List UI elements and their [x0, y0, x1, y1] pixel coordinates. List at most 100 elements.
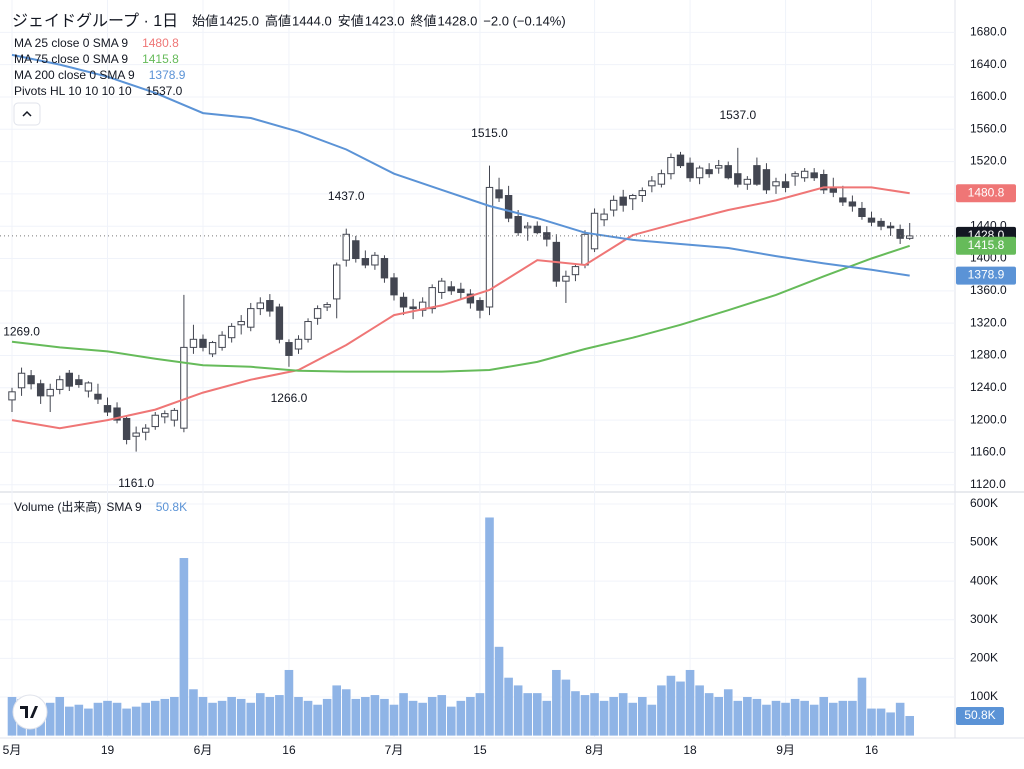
candle-body — [485, 186, 494, 308]
candle-body — [886, 225, 895, 229]
volume-bar — [332, 685, 341, 736]
candle-body — [619, 196, 627, 206]
candle-body — [218, 334, 226, 348]
volume-bar — [771, 700, 781, 736]
candle-body — [409, 306, 417, 310]
collapse-button-box[interactable] — [13, 102, 41, 126]
volume-bar — [198, 696, 208, 736]
volume-bar — [504, 677, 513, 736]
candle-body — [724, 165, 732, 179]
y-tick-label: 1360.0 — [970, 283, 1007, 297]
candle-body — [495, 189, 503, 199]
pivot-label: 1269.0 — [3, 325, 40, 339]
volume-bar — [752, 698, 762, 736]
volume-bar — [427, 696, 437, 736]
y-tick-label: 1680.0 — [970, 24, 1007, 38]
volume-bar — [895, 702, 905, 736]
volume-bar — [361, 696, 370, 736]
volume-bar — [838, 700, 848, 736]
ma-line — [11, 53, 910, 277]
x-tick-label: 16 — [282, 743, 296, 757]
ohlc-value: 1444.0 — [292, 13, 332, 28]
volume-bar — [217, 700, 227, 736]
volume-bar — [790, 698, 800, 736]
volume-bar — [437, 695, 447, 736]
ohlc-label: 始値 — [192, 13, 218, 28]
candle-body — [94, 393, 102, 400]
y-tick-label: 1600.0 — [970, 89, 1007, 103]
volume-bar — [638, 696, 647, 736]
candle-body — [457, 288, 465, 293]
volume-bar — [170, 696, 179, 736]
volume-bar — [494, 646, 504, 736]
candle-body — [294, 338, 303, 350]
volume-bar — [351, 698, 361, 736]
candle-body — [715, 165, 723, 169]
volume-bar — [580, 695, 590, 736]
pivot-label: 1161.0 — [118, 476, 154, 490]
candle-body — [533, 225, 541, 234]
volume-bar — [456, 700, 466, 736]
candle-body — [466, 293, 475, 304]
candle-body — [208, 342, 217, 355]
candle-body — [762, 169, 771, 191]
candle-body — [476, 300, 484, 311]
volume-bar — [886, 712, 895, 736]
candle-body — [275, 306, 284, 340]
candle-body — [848, 201, 857, 207]
candle-body — [122, 417, 131, 440]
candle-body — [113, 407, 121, 421]
collapse-button[interactable] — [13, 102, 41, 126]
volume-bar — [45, 702, 55, 736]
candle-body — [753, 165, 761, 185]
candle-body — [896, 228, 904, 239]
candle-body — [323, 304, 331, 308]
y-tick-label: 1160.0 — [970, 445, 1006, 459]
y-tick-label: 1240.0 — [970, 380, 1007, 394]
candle-body — [858, 207, 866, 218]
candle-body — [142, 427, 150, 433]
volume-bar — [628, 702, 638, 736]
volume-bar — [208, 702, 217, 736]
candle-body — [342, 233, 350, 261]
marks: 1269.0 1161.0 1266.0 1437.0 1515.0 1537.0 — [0, 53, 955, 736]
volume-bar — [313, 704, 322, 736]
y-tick-label: 500K — [970, 535, 998, 549]
legend-value: 1480.8 — [142, 36, 179, 50]
volume-bar — [666, 675, 676, 736]
candle-body — [791, 173, 799, 177]
volume-bar — [284, 669, 294, 736]
candle-body — [256, 302, 265, 310]
volume-bar — [65, 706, 74, 736]
price-badge — [956, 184, 1016, 203]
candle-body — [600, 213, 608, 221]
volume-bar — [408, 700, 418, 736]
volume-bar — [819, 696, 829, 736]
pivot-label: 1537.0 — [719, 108, 756, 122]
candle-body — [514, 216, 522, 234]
candle-body — [524, 225, 532, 229]
candle-body — [438, 280, 446, 293]
volume-bar — [93, 702, 103, 736]
logo-mark — [20, 706, 38, 718]
candle-body — [800, 170, 809, 179]
candle-body — [304, 321, 312, 340]
volume-bar — [84, 708, 93, 736]
legend-value: 1378.9 — [149, 68, 186, 82]
candle-body — [877, 220, 885, 227]
price-badge-label: 1378.9 — [968, 268, 1005, 282]
candle-body — [151, 414, 159, 428]
logo[interactable] — [12, 694, 48, 730]
x-tick-label: 8月 — [585, 743, 604, 757]
logo-circle[interactable] — [12, 694, 48, 730]
chart-title: ジェイドグループ · 1日 — [12, 12, 178, 30]
y-tick-label: 1280.0 — [970, 348, 1007, 362]
ma-line — [11, 186, 910, 430]
volume-bar — [867, 708, 876, 736]
volume-bar — [704, 693, 714, 736]
volume-bar — [447, 706, 456, 736]
volume-bar — [590, 693, 599, 736]
candle-body — [562, 275, 570, 282]
